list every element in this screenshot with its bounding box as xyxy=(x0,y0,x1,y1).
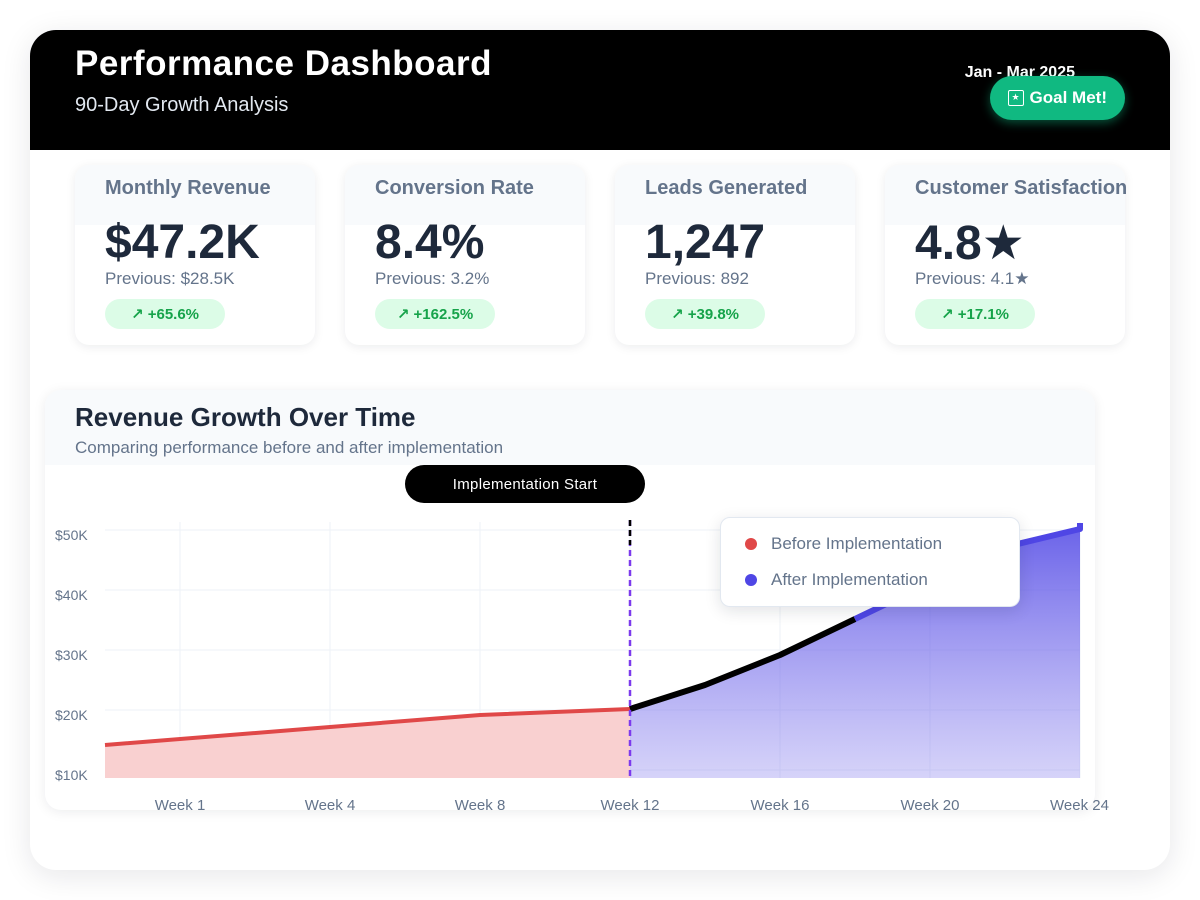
metric-label: Leads Generated xyxy=(645,177,808,199)
x-axis-tick-label: Week 1 xyxy=(155,797,206,814)
area-before-implementation xyxy=(105,709,630,778)
goal-met-label: Goal Met! xyxy=(1029,88,1107,107)
x-axis-tick-label: Week 4 xyxy=(305,797,356,814)
header-bar: Performance Dashboard 90-Day Growth Anal… xyxy=(30,30,1170,150)
y-axis-tick-label: $30K xyxy=(55,647,88,663)
legend-label: After Implementation xyxy=(771,570,928,589)
y-axis-tick-label: $20K xyxy=(55,707,88,723)
legend-swatch xyxy=(745,574,757,586)
line-after-implementation-early xyxy=(629,616,857,712)
y-axis-tick-label: $40K xyxy=(55,587,88,603)
metric-previous: Previous: 3.2% xyxy=(375,269,490,288)
chart-legend: Before Implementation After Implementati… xyxy=(720,517,1020,607)
legend-swatch xyxy=(745,538,757,550)
metric-label: Customer Satisfaction xyxy=(915,177,1128,199)
line-before-implementation xyxy=(104,707,631,747)
metric-label: Monthly Revenue xyxy=(105,177,271,199)
metric-label: Conversion Rate xyxy=(375,177,534,199)
legend-item-before[interactable]: Before Implementation xyxy=(745,534,942,554)
metric-previous: Previous: $28.5K xyxy=(105,269,235,288)
metric-value: 8.4% xyxy=(375,216,485,269)
legend-label: Before Implementation xyxy=(771,534,943,553)
y-axis-tick-label: $10K xyxy=(55,767,88,783)
metric-previous: Previous: 892 xyxy=(645,269,749,288)
x-axis-tick-label: Week 8 xyxy=(455,797,506,814)
metric-change-badge: ↗ +17.1% xyxy=(915,299,1035,329)
page-subtitle: 90-Day Growth Analysis xyxy=(75,94,289,116)
x-axis-tick-label: Week 16 xyxy=(751,797,810,814)
goal-met-badge[interactable]: ★ Goal Met! xyxy=(989,76,1125,120)
card-header-band xyxy=(345,165,585,225)
metric-value: 1,247 xyxy=(645,216,766,269)
page-title: Performance Dashboard xyxy=(75,44,493,83)
y-axis-tick-label: $50K xyxy=(55,527,88,543)
chart-header-band xyxy=(45,390,1095,465)
metric-change-badge: ↗ +162.5% xyxy=(375,299,495,329)
metric-change-badge: ↗ +65.6% xyxy=(105,299,225,329)
x-axis-tick-label: Week 24 xyxy=(1050,797,1109,814)
x-axis-tick-label: Week 20 xyxy=(901,797,960,814)
legend-item-after[interactable]: After Implementation xyxy=(745,570,928,590)
metric-previous: Previous: 4.1★ xyxy=(915,269,1030,288)
trophy-icon: ★ xyxy=(1007,90,1024,106)
metric-value: 4.8★ xyxy=(915,217,1025,270)
card-header-band xyxy=(885,165,1125,225)
metric-card-revenue[interactable]: Monthly Revenue $47.2K Previous: $28.5K … xyxy=(75,165,315,345)
metric-card-satisfaction[interactable]: Customer Satisfaction 4.8★ Previous: 4.1… xyxy=(885,165,1128,345)
x-axis-tick-label: Week 12 xyxy=(601,797,660,814)
card-header-band xyxy=(615,165,855,225)
metric-change-badge: ↗ +39.8% xyxy=(645,299,765,329)
card-header-band xyxy=(75,165,315,225)
chart-title: Revenue Growth Over Time xyxy=(75,402,416,432)
metric-value: $47.2K xyxy=(105,216,260,269)
metric-card-leads[interactable]: Leads Generated 1,247 Previous: 892 ↗ +3… xyxy=(615,165,855,345)
metric-card-conversion[interactable]: Conversion Rate 8.4% Previous: 3.2% ↗ +1… xyxy=(345,165,585,345)
implementation-start-label: Implementation Start xyxy=(405,465,645,503)
chart-subtitle: Comparing performance before and after i… xyxy=(75,438,504,457)
